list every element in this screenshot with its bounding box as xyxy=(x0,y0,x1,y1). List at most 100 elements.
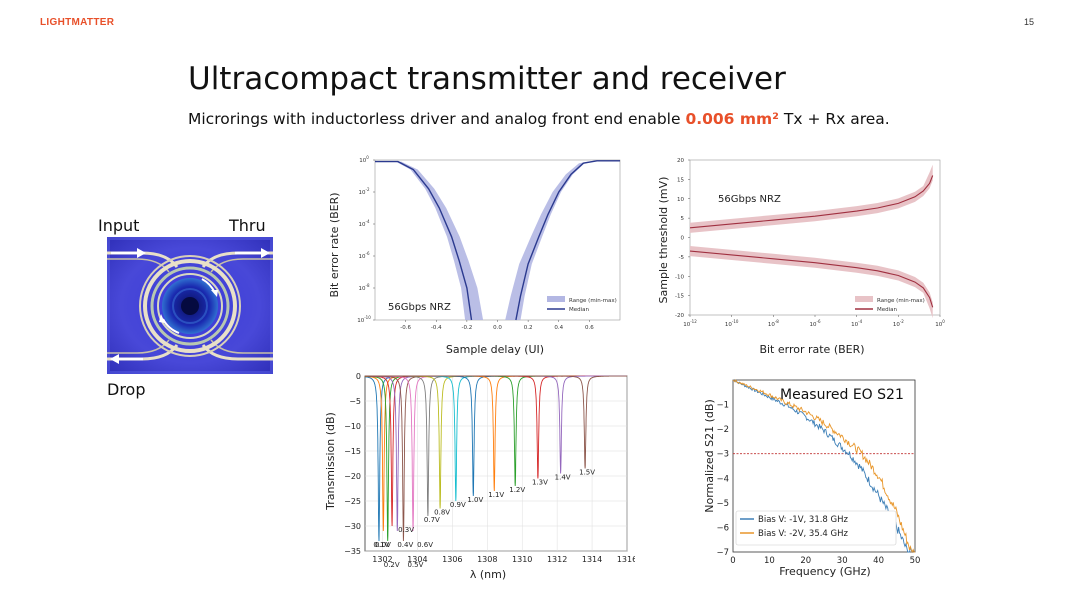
threshold-y-tick-label: 5 xyxy=(681,216,685,222)
input-arrow-icon xyxy=(111,248,146,258)
ber-x-tick-label: 0.2 xyxy=(524,325,533,331)
transmission-x-tick-label: 1314 xyxy=(582,555,602,564)
transmission-series-label: 0.6V xyxy=(417,541,433,549)
threshold-y-tick-label: 20 xyxy=(677,158,684,164)
ber-chart-annotation: 56Gbps NRZ xyxy=(388,302,451,313)
transmission-series-label: 0.9V xyxy=(450,501,466,509)
transmission-spectra-chart: 0.0V0.1V 0.2V 0.3V 0.4V 0.5V 0.6V 0.7V0.8V0.9V… xyxy=(325,372,635,581)
slide-title: Ultracompact transmitter and receiver xyxy=(188,61,786,97)
threshold-y-tick-label: 0 xyxy=(681,236,685,242)
transmission-series-label: 0.7V xyxy=(424,516,440,524)
ber-x-tick-label: -0.4 xyxy=(431,325,442,331)
threshold-y-tick-label: -20 xyxy=(675,313,684,319)
threshold-x-tick-label: 10-10 xyxy=(725,319,739,328)
threshold-legend-median: Median xyxy=(877,307,898,313)
ber-y-tick-label: 10-4 xyxy=(359,219,370,228)
ber-bathtub-chart: -0.6 -0.4 -0.2 0.0 0.2 0.4 0.6 100 10-2 10-4 10-6 1… xyxy=(328,155,621,356)
threshold-upper-median-line xyxy=(689,175,934,229)
page-number: 15 xyxy=(1024,17,1035,27)
ber-x-tick-label: 0.0 xyxy=(493,325,502,331)
ber-chart-ylabel: Bit error rate (BER) xyxy=(328,192,341,297)
s21-legend-entry: Bias V: -2V, 35.4 GHz xyxy=(758,529,849,539)
transmission-x-tick-label: 1302 xyxy=(372,555,392,564)
eo-s21-chart: 0 10 20 30 40 50 −1 −2 −3 −4 −5 −6 −7 Bias V: -1V, 31… xyxy=(703,379,921,578)
ber-y-tick-label: 10-2 xyxy=(359,187,370,196)
s21-y-tick-label: −1 xyxy=(716,401,729,411)
threshold-x-tick-label: 10-12 xyxy=(683,319,697,328)
transmission-series-line xyxy=(365,375,627,469)
transmission-y-tick-label: −25 xyxy=(344,497,361,506)
s21-chart-xlabel: Frequency (GHz) xyxy=(779,565,870,578)
threshold-x-tick-label: 10-2 xyxy=(893,319,904,328)
threshold-x-tick-label: 10-8 xyxy=(768,319,779,328)
transmission-series-label: 1.3V xyxy=(532,479,548,487)
transmission-series-label: 1.4V xyxy=(555,474,571,482)
s21-x-tick-label: 10 xyxy=(764,556,775,566)
transmission-x-tick-label: 1308 xyxy=(477,555,497,564)
transmission-series-label: 0.3V xyxy=(398,526,414,534)
ber-y-tick-label: 100 xyxy=(359,155,369,164)
s21-legend-entry: Bias V: -1V, 31.8 GHz xyxy=(758,515,849,525)
s21-x-tick-label: 20 xyxy=(800,556,811,566)
transmission-y-tick-label: −10 xyxy=(344,422,361,431)
ber-right-range-band xyxy=(505,160,621,320)
subtitle-after: Tx + Rx area. xyxy=(778,110,890,128)
threshold-x-tick-label: 10-6 xyxy=(810,319,821,328)
threshold-y-tick-label: -5 xyxy=(679,255,685,261)
transmission-y-tick-label: −35 xyxy=(344,547,361,556)
slide-subtitle: Microrings with inductorless driver and … xyxy=(188,110,890,128)
transmission-x-tick-label: 1304 xyxy=(407,555,427,564)
threshold-chart-ylabel: Sample threshold (mV) xyxy=(657,177,670,304)
ber-left-range-band xyxy=(373,161,484,320)
s21-chart-ylabel: Normalized S21 (dB) xyxy=(703,399,716,512)
ber-y-tick-label: 10-6 xyxy=(359,251,370,260)
transmission-series-label: 0.5V xyxy=(407,561,423,569)
transmission-series-label: 1.5V xyxy=(579,469,595,477)
transmission-series-label: 1.2V xyxy=(509,486,525,494)
s21-series-line xyxy=(732,379,915,554)
ber-chart-xlabel: Sample delay (UI) xyxy=(446,343,544,356)
s21-chart-title: Measured EO S21 xyxy=(780,387,904,403)
subtitle-before: Microrings with inductorless driver and … xyxy=(188,110,686,128)
input-label: Input xyxy=(98,216,140,235)
ber-y-tick-label: 10-8 xyxy=(359,283,370,292)
drop-arrow-icon xyxy=(110,354,143,364)
drop-label: Drop xyxy=(107,380,146,399)
s21-y-tick-label: −6 xyxy=(716,523,729,533)
s21-x-tick-label: 40 xyxy=(873,556,884,566)
transmission-chart-ylabel: Transmission (dB) xyxy=(325,412,337,511)
transmission-x-tick-label: 1312 xyxy=(547,555,567,564)
threshold-lower-median-line xyxy=(689,250,934,308)
logo-text: LIGHTMATTER xyxy=(40,17,115,28)
s21-y-tick-label: −4 xyxy=(716,474,729,484)
company-logo: LIGHTMATTER xyxy=(40,17,114,28)
transmission-x-tick-label: 1316 xyxy=(617,555,635,564)
threshold-y-tick-label: 10 xyxy=(677,197,684,203)
threshold-y-tick-label: 15 xyxy=(677,177,684,183)
ber-plot-frame xyxy=(374,159,621,321)
transmission-series-label: 0.8V xyxy=(434,509,450,517)
threshold-ber-chart: 10-12 10-10 10-8 10-6 10-4 10-2 100 20 15 10 5 0 -5 -… xyxy=(657,158,945,356)
subtitle-highlight: 0.006 mm² xyxy=(685,110,779,128)
s21-x-tick-label: 50 xyxy=(910,556,921,566)
transmission-series-label: 0.2V xyxy=(384,561,400,569)
s21-legend-box xyxy=(735,510,897,546)
transmission-y-tick-label: −15 xyxy=(344,447,361,456)
transmission-x-tick-label: 1310 xyxy=(512,555,532,564)
threshold-y-tick-label: -15 xyxy=(675,294,684,300)
threshold-x-tick-label: 100 xyxy=(935,319,945,328)
ber-chart-legend: Range (min-max) Median xyxy=(547,296,617,313)
ber-legend-median: Median xyxy=(569,307,590,313)
s21-legend: Bias V: -1V, 31.8 GHz Bias V: -2V, 35.4 G… xyxy=(735,510,897,546)
s21-x-tick-label: 0 xyxy=(730,556,735,566)
threshold-y-tick-label: -10 xyxy=(675,274,684,280)
transmission-series-label: 0.1V xyxy=(373,541,389,549)
ber-x-tick-label: -0.6 xyxy=(400,325,411,331)
thru-arrow-icon xyxy=(235,248,270,258)
ber-left-median-line xyxy=(375,160,473,321)
transmission-series-label: 1.1V xyxy=(488,491,504,499)
transmission-y-tick-label: −30 xyxy=(344,522,361,531)
threshold-chart-xlabel: Bit error rate (BER) xyxy=(759,343,864,356)
threshold-chart-legend: Range (min-max) Median xyxy=(855,296,925,313)
circulation-arrow-icon xyxy=(159,278,218,334)
